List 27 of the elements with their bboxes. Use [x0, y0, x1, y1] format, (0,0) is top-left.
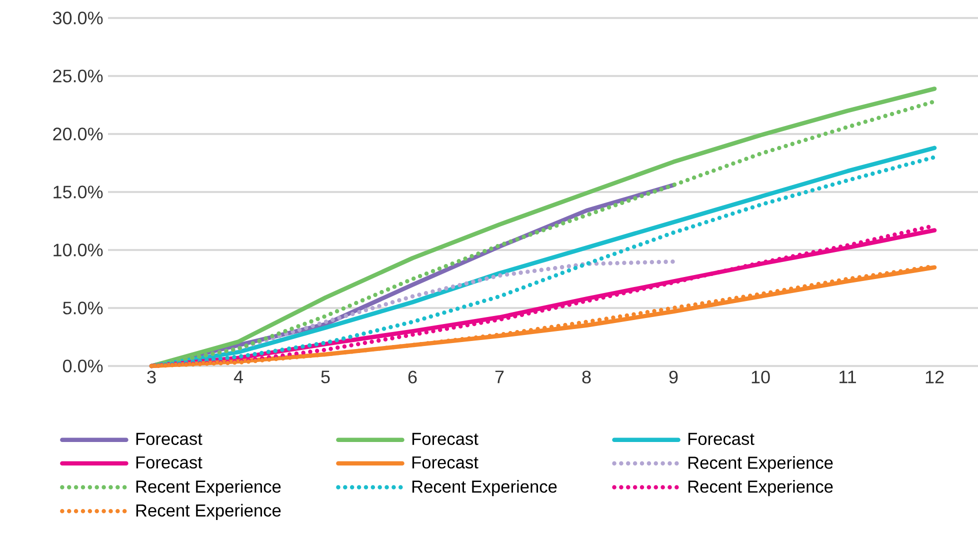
x-tick-label: 6 — [408, 370, 417, 384]
x-tick-label: 7 — [495, 370, 504, 384]
legend-label: Recent Experience — [136, 480, 281, 496]
legend-label: Recent Experience — [412, 480, 557, 496]
x-tick-label: 3 — [147, 370, 156, 384]
y-tick-label: 20.0% — [53, 128, 103, 140]
y-tick-label: 25.0% — [53, 70, 103, 82]
y-tick-label: 30.0% — [52, 12, 103, 24]
y-tick-label: 0.0% — [62, 360, 103, 372]
x-tick-label: 4 — [234, 370, 243, 384]
legend-label: Forecast — [136, 432, 202, 445]
legend-label: Recent Experience — [136, 504, 281, 520]
legend-label: Forecast — [136, 456, 202, 469]
x-tick-label: 11 — [840, 370, 856, 384]
x-tick-label: 9 — [669, 370, 678, 384]
x-tick-label: 8 — [582, 370, 591, 384]
legend-label: Recent Experience — [688, 480, 833, 496]
y-tick-label: 15.0% — [54, 186, 103, 198]
x-tick-label: 10 — [752, 370, 770, 384]
legend-label: Recent Experience — [688, 456, 833, 472]
x-tick-label: 5 — [321, 370, 330, 384]
y-tick-label: 5.0% — [63, 302, 103, 314]
legend-label: Forecast — [412, 456, 478, 469]
legend-label: Forecast — [688, 432, 754, 445]
legend-label: Forecast — [412, 432, 478, 445]
x-tick-label: 12 — [926, 370, 944, 384]
y-tick-label: 10.0% — [54, 244, 103, 256]
